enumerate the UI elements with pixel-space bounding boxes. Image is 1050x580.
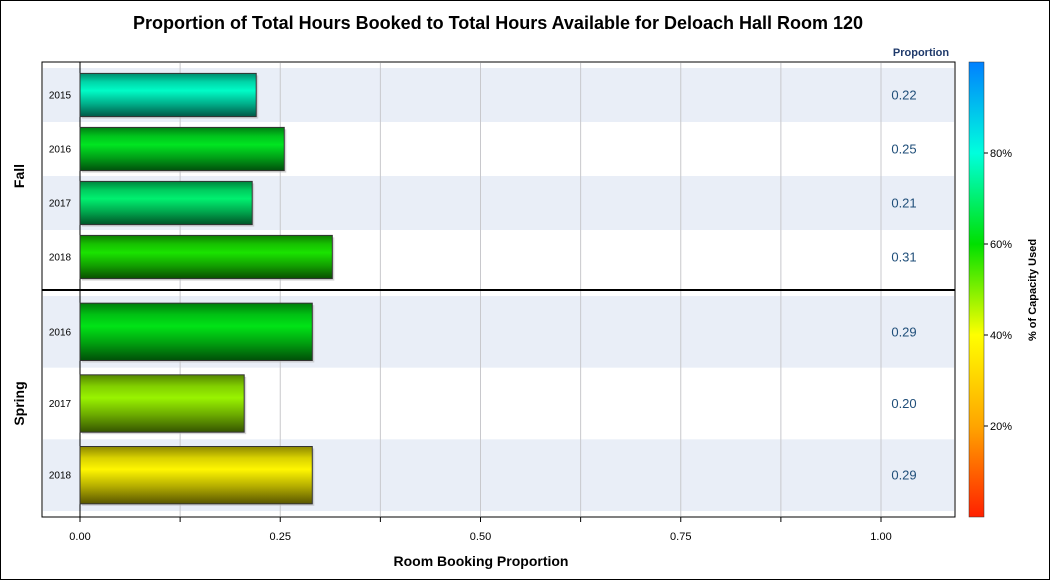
value-label: 0.25: [891, 142, 916, 157]
bar-spring-2017: [79, 374, 245, 433]
bar-fall-2017: [79, 180, 253, 226]
x-tick-label: 0.00: [69, 531, 90, 543]
x-tick-label: 0.50: [470, 531, 491, 543]
colorbar-tick-label: 80%: [990, 148, 1012, 160]
colorbar-tick-label: 40%: [990, 330, 1012, 342]
y-tick-label: 2016: [49, 327, 72, 338]
y-tick-label: 2015: [49, 91, 72, 102]
x-tick-label: 1.00: [870, 531, 891, 543]
chart-title: Proportion of Total Hours Booked to Tota…: [133, 13, 863, 33]
panel-label-spring: Spring: [11, 381, 27, 425]
proportion-column-header: Proportion: [893, 47, 949, 59]
bar-fall-2016: [79, 126, 285, 172]
value-label: 0.29: [891, 324, 916, 339]
value-label: 0.21: [891, 196, 916, 211]
value-label: 0.29: [891, 468, 916, 483]
colorbar-legend: 20% 40% 60% 80%: [968, 61, 1012, 518]
y-tick-label: 2017: [49, 199, 72, 210]
bar-fall-2018: [79, 234, 333, 280]
x-tick-label: 0.25: [270, 531, 291, 543]
bar-spring-2018: [79, 446, 313, 505]
value-label: 0.20: [891, 396, 916, 411]
x-axis-label: Room Booking Proportion: [394, 553, 569, 569]
bar-spring-2016: [79, 302, 313, 361]
bar-fall-2015: [79, 72, 257, 118]
colorbar: [968, 61, 985, 518]
colorbar-tick-label: 20%: [990, 421, 1012, 433]
value-label: 0.22: [891, 88, 916, 103]
colorbar-tick-label: 60%: [990, 239, 1012, 251]
value-label: 0.31: [891, 250, 916, 265]
colorbar-title: % of Capacity Used: [1027, 239, 1039, 341]
x-tick-label: 0.75: [670, 531, 691, 543]
y-tick-label: 2018: [49, 253, 72, 264]
plot-area: 2015 0.22 2016 0.25 2017 0.21 2018 0.31 Fall 2016…: [11, 61, 956, 543]
panel-label-fall: Fall: [11, 164, 27, 188]
y-tick-label: 2016: [49, 145, 72, 156]
y-tick-label: 2018: [49, 471, 72, 482]
y-tick-label: 2017: [49, 399, 72, 410]
